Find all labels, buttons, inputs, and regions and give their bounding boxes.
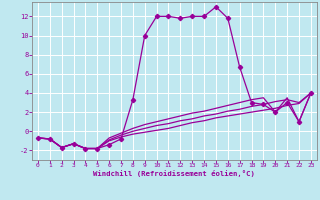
X-axis label: Windchill (Refroidissement éolien,°C): Windchill (Refroidissement éolien,°C) [93, 170, 255, 177]
